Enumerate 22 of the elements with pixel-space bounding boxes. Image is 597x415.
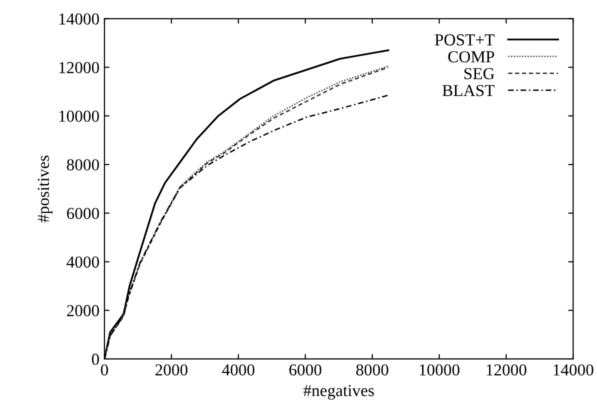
- y-axis-title: #positives: [38, 156, 52, 222]
- x-tick-label: 8000: [356, 364, 388, 376]
- y-tick-label: 10000: [59, 110, 99, 122]
- x-tick-label: 2000: [155, 364, 188, 376]
- x-tick-label: 6000: [289, 364, 322, 376]
- y-tick-label: 8000: [66, 159, 99, 170]
- x-tick-label: 10000: [420, 364, 460, 376]
- x-axis-title: #negatives: [303, 384, 374, 400]
- y-tick-label: 6000: [66, 208, 99, 220]
- y-tick-label: 0: [92, 354, 99, 365]
- y-tick-label: 2000: [67, 305, 99, 316]
- x-tick-label: 4000: [222, 364, 254, 376]
- y-tick-label: 4000: [66, 256, 99, 268]
- x-tick-label: 0: [100, 364, 108, 376]
- x-tick-label: 12000: [486, 364, 526, 376]
- x-tick-label: 14000: [554, 364, 594, 376]
- y-tick-label: 12000: [59, 62, 99, 74]
- legend-label: BLAST: [442, 84, 495, 96]
- legend-label: SEG: [464, 68, 494, 80]
- legend-label: COMP: [448, 51, 494, 62]
- y-tick-label: 14000: [59, 13, 99, 25]
- legend-label: POST+T: [434, 34, 495, 46]
